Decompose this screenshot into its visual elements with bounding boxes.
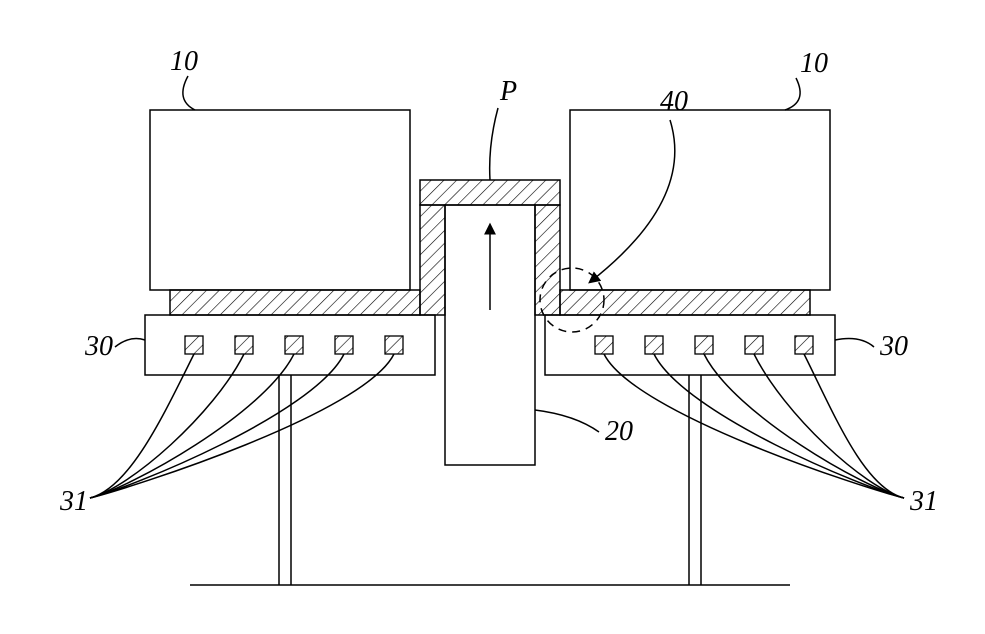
label-r40: 40 [660,86,688,117]
label-r31: 31 [909,486,938,517]
leader-30-right [835,339,874,347]
label-r30: 30 [879,331,908,362]
leader-40 [590,120,675,282]
leader-30-left [115,339,145,347]
heater-element-left-3 [335,336,353,354]
label-tr: 10 [800,48,828,79]
upper-block-left [150,110,410,290]
heater-element-left-2 [285,336,303,354]
upper-block-right [570,110,830,290]
heater-element-right-4 [795,336,813,354]
heater-element-left-1 [235,336,253,354]
label-l30: 30 [84,331,113,362]
heater-element-left-0 [185,336,203,354]
piston-head-right [535,205,560,315]
heater-element-right-2 [695,336,713,354]
label-p: P [499,76,517,107]
leader-20 [535,410,599,432]
label-tl: 10 [170,46,198,77]
heater-element-left-4 [385,336,403,354]
hatched-strip-right [560,290,810,315]
heater-element-right-3 [745,336,763,354]
hatched-strip-left [170,290,420,315]
leader-10-right [785,78,800,110]
heater-element-right-1 [645,336,663,354]
leader-10-left [183,76,195,110]
leader-P [490,108,498,180]
piston-head-top [420,180,560,205]
label-r20: 20 [605,416,633,447]
label-l31: 31 [59,486,88,517]
lower-rail-right [545,315,835,375]
piston-head-left [420,205,445,315]
heater-element-right-0 [595,336,613,354]
